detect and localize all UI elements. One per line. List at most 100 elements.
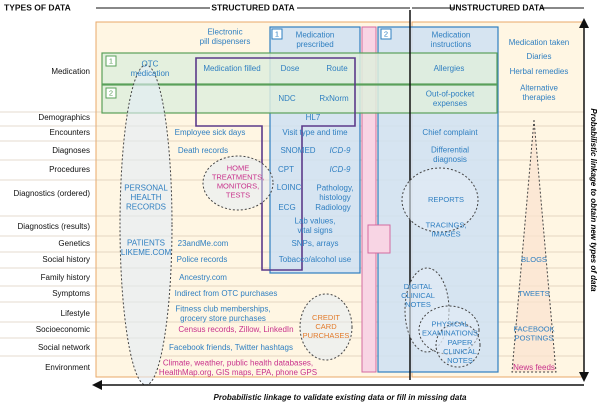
- home-treatments: TESTS: [226, 190, 250, 199]
- physical-examinations: EXAMINATIONS: [422, 328, 478, 337]
- row-label: Diagnostics (results): [18, 222, 91, 231]
- news-feeds: News feeds: [513, 363, 555, 372]
- lab-values: vital signs: [297, 226, 332, 235]
- hl7: HL7: [306, 113, 321, 122]
- tobacco-alcohol: Tobacco/alcohol use: [279, 255, 352, 264]
- death-records: Death records: [178, 146, 228, 155]
- fitness-club: Fitness club memberships,: [175, 304, 270, 313]
- green-box-1-number-frame: [105, 55, 117, 67]
- climate-weather: HealthMap.org, GIS maps, EPA, phone GPS: [159, 368, 317, 377]
- allergies: Allergies: [434, 64, 465, 73]
- cpt: CPT: [278, 165, 294, 174]
- snps-arrays: SNPs, arrays: [291, 239, 338, 248]
- icd9-diagnoses: ICD-9: [330, 146, 351, 155]
- paper-clinical-notes: CLINICAL: [443, 347, 477, 356]
- header-unstructured: UNSTRUCTURED DATA: [449, 2, 545, 12]
- digital-clinical-notes: CLINICAL: [401, 291, 435, 300]
- horizontal-arrow-left: [92, 380, 102, 390]
- home-treatments: MONITORS,: [217, 181, 259, 190]
- home-treatments-ellipse: [202, 155, 274, 211]
- pathology-histology: Pathology,: [316, 183, 353, 192]
- home-treatments: TREATMENTS,: [212, 172, 264, 181]
- out-of-pocket-expenses: expenses: [433, 99, 467, 108]
- personal-health-records-ellipse: [119, 64, 173, 386]
- blue-box-2-number: 2: [384, 29, 388, 38]
- herbal-remedies: Herbal remedies: [510, 67, 569, 76]
- credit-card-purchases: CARD: [315, 322, 337, 331]
- row-label: Demographics: [38, 113, 90, 122]
- physical-examinations: PHYSICAL: [431, 319, 468, 328]
- patientslikeme: PATIENTS: [127, 238, 165, 247]
- social-media-triangle: [511, 119, 557, 373]
- medication-filled: Medication filled: [203, 64, 260, 73]
- medication-prescribed: Medication: [296, 30, 335, 39]
- facebook-friends: Facebook friends, Twitter hashtags: [169, 343, 293, 352]
- employee-sick-days: Employee sick days: [175, 128, 246, 137]
- row-label: Medication: [51, 67, 90, 76]
- ecg: ECG: [278, 203, 295, 212]
- personal-health-records: PERSONAL: [124, 184, 168, 193]
- personal-health-records: RECORDS: [126, 203, 166, 212]
- loinc: LOINC: [277, 183, 302, 192]
- alternative-therapies: Alternative: [520, 83, 558, 92]
- medication-instructions: instructions: [431, 40, 471, 49]
- chief-complaint: Chief complaint: [422, 128, 478, 137]
- home-treatments: HOME: [227, 163, 250, 172]
- credit-card-purchases: CREDIT: [312, 313, 340, 322]
- credit-card-ellipse: [299, 293, 353, 361]
- vertical-axis-label: Probabilistic linkage to obtain new type…: [589, 108, 598, 292]
- blogs: BLOGS: [521, 255, 547, 264]
- tracings-images: TRACINGS,: [426, 220, 467, 229]
- row-label: Diagnostics (ordered): [14, 189, 91, 198]
- pathology-histology: histology: [319, 193, 351, 202]
- reports-ellipse: [401, 167, 479, 233]
- route: Route: [326, 64, 348, 73]
- climate-weather: Climate, weather, public health database…: [163, 358, 313, 367]
- fitness-club: grocery store purchases: [180, 314, 266, 323]
- medication-prescribed: prescribed: [296, 40, 333, 49]
- police-records: Police records: [177, 255, 228, 264]
- facebook-postings: POSTINGS: [515, 333, 554, 342]
- radiology: Radiology: [315, 203, 351, 212]
- blue-box-1-number-frame: [271, 28, 283, 40]
- header-structured: STRUCTURED DATA: [211, 2, 294, 12]
- differential-diagnosis: Differential: [431, 145, 469, 154]
- row-label: Diagnoses: [52, 146, 90, 155]
- digital-clinical-notes: NOTES: [405, 300, 431, 309]
- out-of-pocket-expenses: Out-of-pocket: [426, 89, 475, 98]
- patientslikeme: LIKEME.COM: [121, 248, 172, 257]
- vertical-arrow-down: [579, 372, 589, 382]
- differential-diagnosis: diagnosis: [433, 155, 467, 164]
- row-label: Family history: [41, 273, 90, 282]
- pink-band-2: [367, 224, 391, 254]
- census-records: Census records, Zillow, LinkedIn: [178, 325, 293, 334]
- indirect-otc: Indirect from OTC purchases: [175, 289, 278, 298]
- row-label: Environment: [45, 363, 91, 372]
- row-label: Genetics: [58, 239, 90, 248]
- snomed: SNOMED: [280, 146, 315, 155]
- header-types-of-data: TYPES OF DATA: [4, 2, 71, 12]
- paper-clinical-notes: PAPER: [448, 338, 473, 347]
- reports: REPORTS: [428, 195, 464, 204]
- facebook-postings: FACEBOOK: [513, 324, 554, 333]
- purple-outline: [195, 57, 356, 271]
- row-label: Social network: [38, 343, 91, 352]
- blue-box-2-number-frame: [380, 28, 392, 40]
- row-label: Social history: [42, 255, 90, 264]
- lab-values: Lab values,: [295, 216, 336, 225]
- green-box-2: [101, 84, 498, 114]
- visit-type-and-time: Visit type and time: [282, 128, 348, 137]
- blue-box-1-number: 1: [275, 29, 279, 38]
- row-label: Symptoms: [52, 289, 90, 298]
- electronic-pill-dispensers: Electronic: [207, 27, 242, 36]
- ndc: NDC: [278, 94, 296, 103]
- diaries: Diaries: [527, 52, 552, 61]
- horizontal-axis-label: Probabilistic linkage to validate existi…: [214, 393, 468, 402]
- row-label: Lifestyle: [61, 309, 91, 318]
- row-label: Socioeconomic: [36, 325, 90, 334]
- paper-notes-ellipse: [435, 322, 481, 368]
- credit-card-purchases: PURCHASES: [303, 331, 350, 340]
- diagram-text: TYPES OF DATA STRUCTURED DATA UNSTRUCTURED…: [4, 2, 598, 402]
